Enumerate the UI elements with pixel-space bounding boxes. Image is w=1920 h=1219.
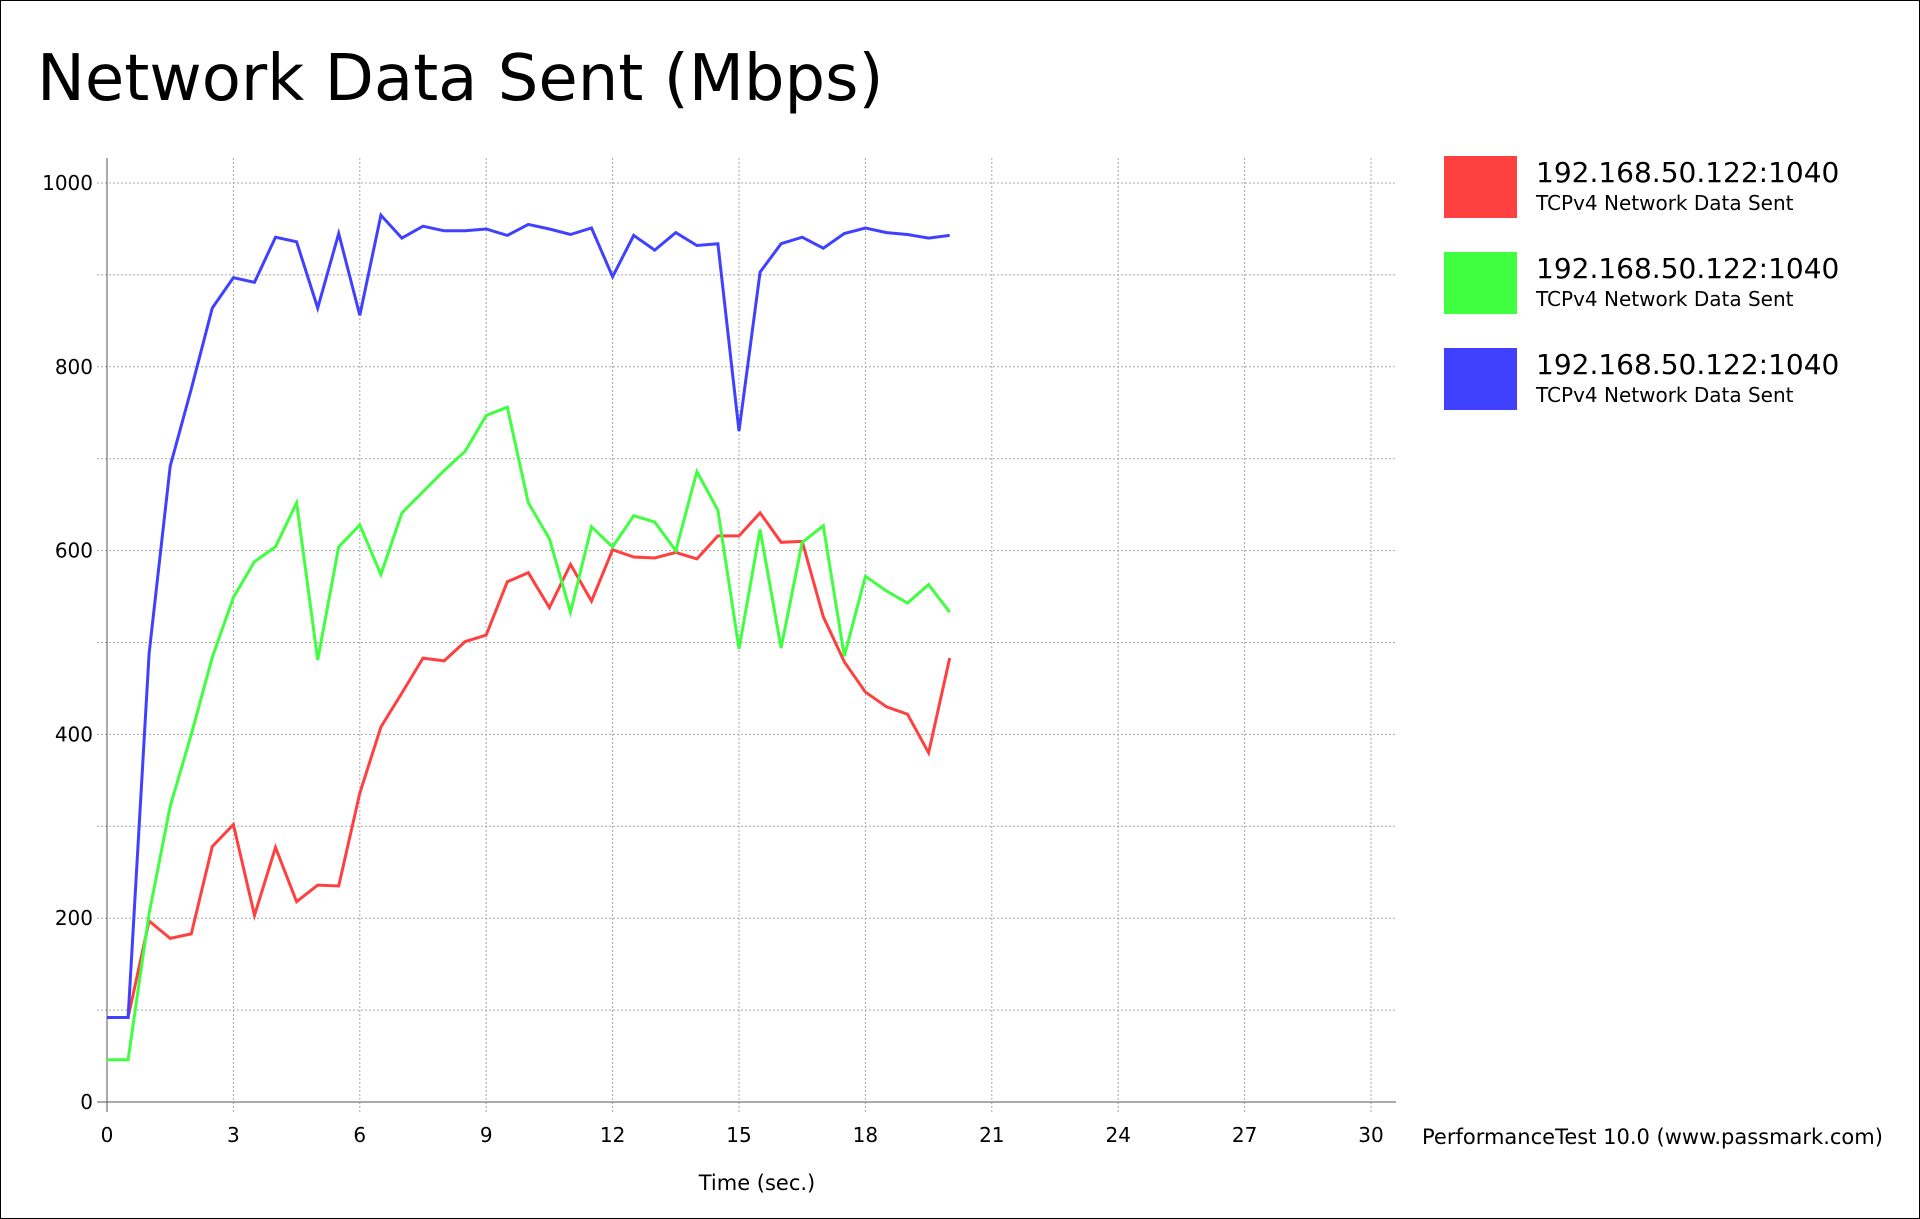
legend-series-description: TCPv4 Network Data Sent bbox=[1536, 287, 1794, 311]
legend-swatch-green bbox=[1444, 252, 1517, 314]
tick-labels: 0 3 6 9 12 15 18 21 24 27 30 0 200 400 600 800 1000 Time … bbox=[42, 171, 1384, 1195]
x-tick-label: 30 bbox=[1358, 1123, 1383, 1147]
legend-series-description: TCPv4 Network Data Sent bbox=[1536, 383, 1794, 407]
legend-series-name: 192.168.50.122:1040 bbox=[1536, 156, 1840, 189]
x-axis-label: Time (sec.) bbox=[698, 1171, 816, 1195]
legend-item: 192.168.50.122:1040 TCPv4 Network Data S… bbox=[1444, 252, 1864, 314]
x-tick-label: 27 bbox=[1232, 1123, 1257, 1147]
y-tick-label: 1000 bbox=[42, 171, 93, 195]
x-tick-label: 24 bbox=[1105, 1123, 1130, 1147]
legend-series-name: 192.168.50.122:1040 bbox=[1536, 252, 1840, 285]
x-tick-label: 18 bbox=[853, 1123, 878, 1147]
series-line-0 bbox=[107, 510, 952, 1019]
x-tick-label: 12 bbox=[600, 1123, 625, 1147]
y-tick-label: 800 bbox=[55, 355, 93, 379]
legend-item: 192.168.50.122:1040 TCPv4 Network Data S… bbox=[1444, 348, 1864, 410]
x-tick-label: 9 bbox=[480, 1123, 493, 1147]
watermark-text: PerformanceTest 10.0 (www.passmark.com) bbox=[1422, 1125, 1883, 1149]
x-tick-label: 6 bbox=[353, 1123, 366, 1147]
y-tick-label: 600 bbox=[55, 539, 93, 563]
grid bbox=[97, 158, 1396, 1112]
y-tick-label: 200 bbox=[55, 906, 93, 930]
y-tick-label: 0 bbox=[80, 1090, 93, 1114]
series-line-1 bbox=[107, 405, 951, 1062]
x-tick-label: 21 bbox=[979, 1123, 1004, 1147]
chart-title: Network Data Sent (Mbps) bbox=[37, 42, 884, 116]
x-tick-label: 0 bbox=[101, 1123, 114, 1147]
axes bbox=[97, 158, 1396, 1112]
y-tick-label: 400 bbox=[55, 722, 93, 746]
series-line-2 bbox=[107, 212, 950, 1019]
series-lines bbox=[107, 212, 952, 1062]
legend-series-name: 192.168.50.122:1040 bbox=[1536, 348, 1840, 381]
x-tick-label: 3 bbox=[227, 1123, 240, 1147]
legend-item: 192.168.50.122:1040 TCPv4 Network Data S… bbox=[1444, 156, 1864, 218]
legend-swatch-blue bbox=[1444, 348, 1517, 410]
legend-series-description: TCPv4 Network Data Sent bbox=[1536, 191, 1794, 215]
legend-swatch-red bbox=[1444, 156, 1517, 218]
x-tick-label: 15 bbox=[726, 1123, 751, 1147]
